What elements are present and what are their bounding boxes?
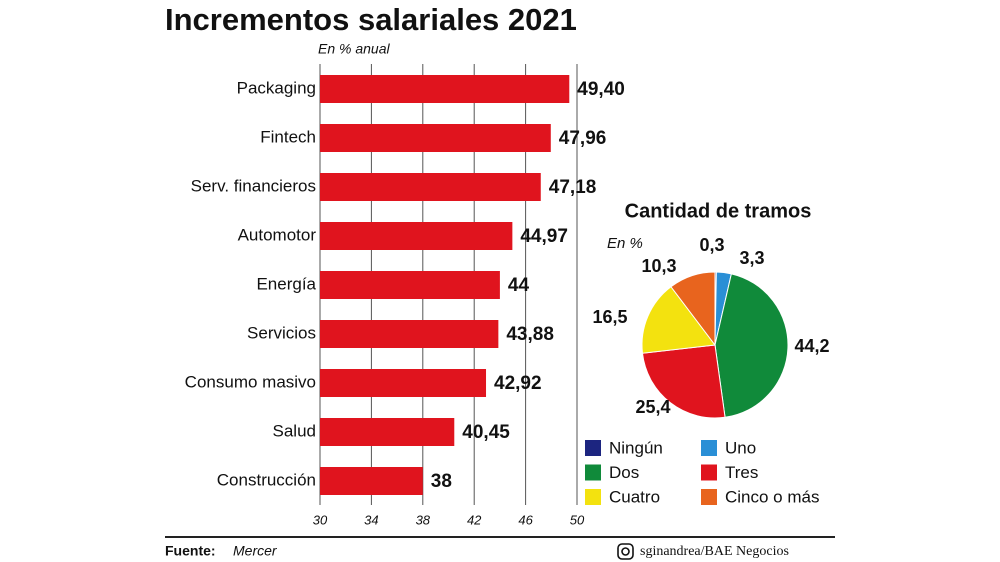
bar	[320, 271, 500, 299]
legend-swatch	[585, 489, 601, 505]
bar	[320, 369, 487, 397]
x-tick-label: 50	[570, 512, 585, 527]
legend-label: Dos	[609, 463, 639, 482]
pie-slice	[670, 271, 716, 347]
value-label: 47,18	[549, 177, 597, 198]
source-text: Mercer	[233, 543, 278, 559]
category-label: Salud	[273, 421, 316, 440]
slice-label: 3,3	[739, 248, 764, 268]
value-label: 47,96	[559, 128, 607, 149]
value-label: 44,97	[520, 226, 568, 247]
pie-slice	[641, 344, 726, 419]
category-label: Fintech	[260, 127, 316, 146]
legend-label: Uno	[725, 438, 756, 457]
category-label: Automotor	[238, 225, 317, 244]
x-tick-label: 30	[313, 512, 328, 527]
legend-label: Cinco o más	[725, 487, 819, 506]
instagram-icon	[617, 543, 634, 560]
slice-label: 0,3	[699, 235, 724, 255]
bar	[320, 418, 455, 446]
bar	[320, 222, 513, 250]
bar	[320, 75, 570, 103]
legend-swatch	[701, 464, 717, 481]
legend-swatch	[585, 440, 601, 456]
category-label: Packaging	[237, 78, 316, 97]
legend-swatch	[701, 489, 717, 505]
x-tick-label: 34	[364, 512, 378, 527]
title: Incrementos salariales 2021	[165, 2, 577, 37]
legend-label: Tres	[725, 463, 758, 482]
category-label: Serv. financieros	[191, 176, 316, 195]
value-label: 44	[508, 275, 530, 296]
legend-label: Cuatro	[609, 487, 660, 506]
slice-label: 16,5	[592, 307, 627, 327]
category-label: Servicios	[247, 323, 316, 342]
value-label: 38	[431, 471, 452, 492]
credit: sginandrea/BAE Negocios	[640, 544, 789, 559]
legend-label: Ningún	[609, 438, 663, 457]
legend-swatch	[701, 440, 717, 456]
bar	[320, 124, 551, 152]
bar	[320, 467, 423, 495]
category-label: Construcción	[217, 470, 316, 489]
x-tick-label: 38	[416, 512, 431, 527]
x-tick-label: 42	[467, 512, 482, 527]
category-label: Energía	[256, 274, 316, 293]
value-label: 40,45	[462, 422, 510, 443]
value-label: 43,88	[506, 324, 554, 345]
source-label: Fuente:	[165, 543, 216, 559]
value-label: 42,92	[494, 373, 542, 394]
pie-title: Cantidad de tramos	[625, 200, 812, 222]
slice-label: 44,2	[794, 336, 829, 356]
value-label: 49,40	[577, 79, 625, 100]
pie-slice	[714, 273, 789, 418]
pie-subtitle: En %	[607, 235, 643, 252]
bar	[320, 320, 499, 348]
category-label: Consumo masivo	[185, 372, 316, 391]
bar-subtitle: En % anual	[318, 41, 390, 57]
bar	[320, 173, 541, 201]
slice-label: 10,3	[641, 256, 676, 276]
x-tick-label: 46	[518, 512, 533, 527]
slice-label: 25,4	[635, 397, 670, 417]
pie-slice	[641, 286, 716, 354]
legend-swatch	[585, 464, 601, 481]
